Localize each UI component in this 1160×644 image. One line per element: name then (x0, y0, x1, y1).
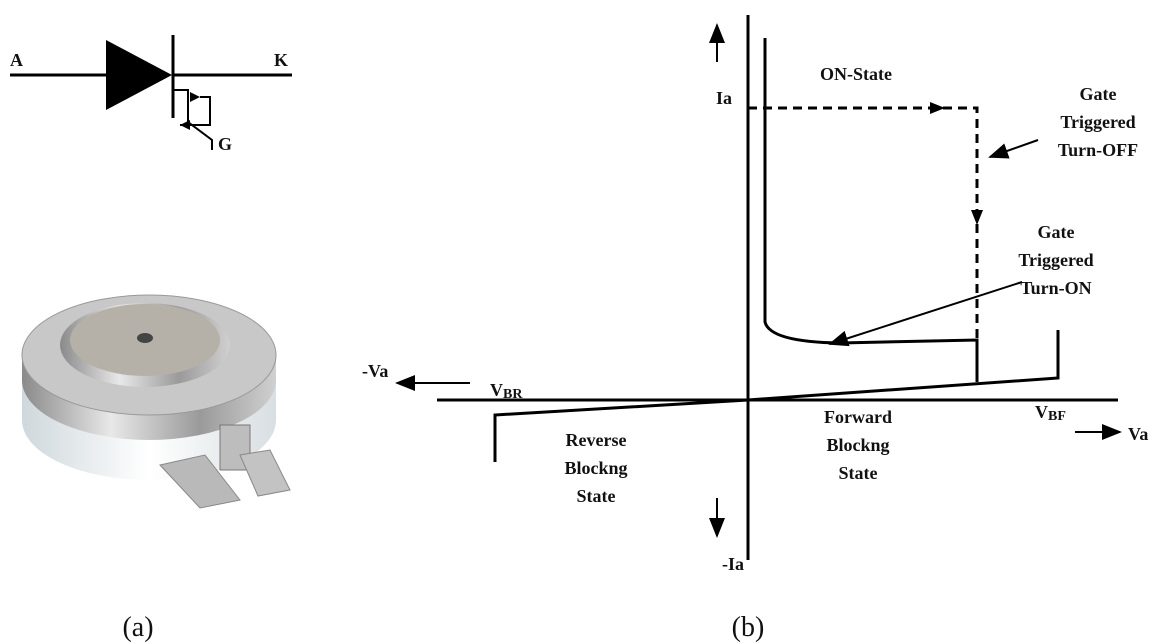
turn-off-line: Turn-OFF (1058, 140, 1138, 160)
reverse-line: Reverse (566, 430, 627, 450)
caption-b: (b) (732, 612, 765, 643)
caption-a: (a) (122, 612, 153, 643)
forward-line: Forward (824, 407, 892, 427)
turn-off-line: Triggered (1060, 112, 1135, 132)
turn-off-line: Gate (1080, 84, 1117, 104)
svg-text:VBF: VBF (1035, 402, 1066, 424)
forward-line: State (839, 463, 878, 483)
device-image (21, 294, 291, 509)
turn-on-line: Gate (1038, 222, 1075, 242)
vbf-main: V (1035, 402, 1048, 422)
turn-on-line: Triggered (1018, 250, 1093, 270)
neg-ia-label: -Ia (722, 554, 744, 574)
neg-va-label: -Va (362, 361, 388, 381)
va-label: Va (1128, 424, 1148, 444)
cathode-label: K (274, 50, 288, 70)
gto-symbol: A K G (10, 35, 292, 154)
on-state-label: ON-State (820, 64, 892, 84)
reverse-line: State (577, 486, 616, 506)
turn-on-line: Turn-ON (1020, 278, 1091, 298)
svg-text:VBR: VBR (490, 380, 523, 402)
vbr-sub: BR (503, 387, 523, 402)
ia-label: Ia (716, 88, 732, 108)
vbr-main: V (490, 380, 503, 400)
reverse-line: Blockng (564, 458, 627, 478)
anode-label: A (10, 50, 23, 70)
gate-label: G (218, 134, 232, 154)
vbf-sub: BF (1048, 409, 1066, 424)
forward-line: Blockng (826, 435, 889, 455)
characteristic: Ia -Ia -Va Va ON-State VBR VBF Gate Trig… (362, 15, 1148, 574)
